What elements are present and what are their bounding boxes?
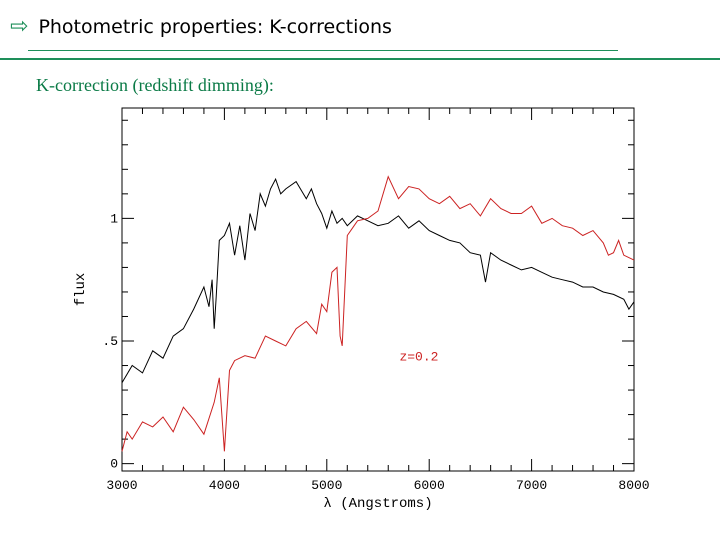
y-tick-label: 0	[110, 457, 118, 472]
slide-title-text: Photometric properties: K-corrections	[38, 16, 392, 38]
x-axis-label: λ (Angstroms)	[323, 496, 432, 512]
slide-subtitle: K-correction (redshift dimming):	[36, 75, 274, 95]
x-tick-label: 4000	[209, 478, 240, 493]
plot-frame	[121, 107, 635, 472]
series-line-z-0	[121, 177, 635, 383]
title-divider-thin	[28, 50, 618, 51]
series-annotation-label: z=0.2	[399, 350, 438, 365]
y-tick-label: .5	[102, 334, 118, 349]
hollow-right-arrow-icon: ⇨	[10, 14, 29, 39]
series-line-z-0-2	[121, 175, 635, 452]
x-tick-label: 3000	[106, 478, 137, 493]
x-tick-label: 5000	[311, 478, 342, 493]
slide-title: ⇨ Photometric properties: K-corrections	[10, 14, 392, 39]
y-axis-label: flux	[73, 273, 89, 307]
title-divider-thick	[0, 58, 720, 60]
y-tick-label: 1	[110, 211, 118, 226]
x-tick-label: 6000	[414, 478, 445, 493]
x-tick-label: 8000	[618, 478, 649, 493]
x-tick-label: 7000	[516, 478, 547, 493]
